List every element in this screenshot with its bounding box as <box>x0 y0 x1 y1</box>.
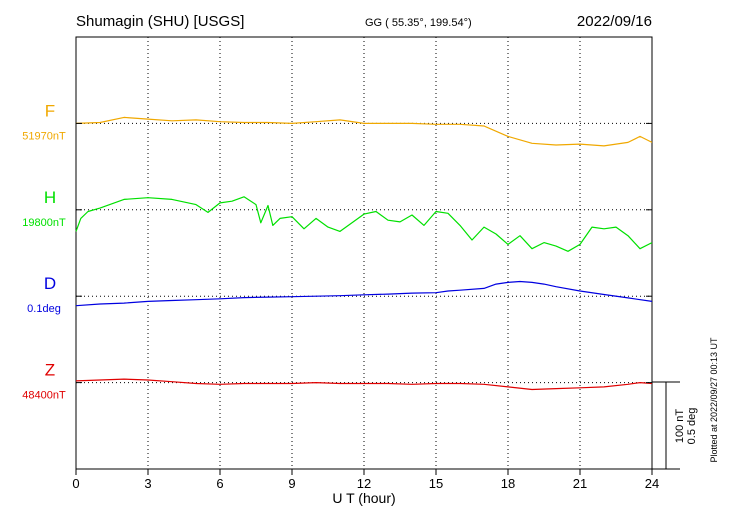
x-tick-label: 3 <box>144 476 151 491</box>
series-line-z <box>75 378 653 391</box>
series-name-z: Z <box>45 361 55 380</box>
chart-date: 2022/09/16 <box>577 13 652 30</box>
series-baseline-z: 48400nT <box>22 390 66 402</box>
series-layer: F 51970nT H 19800nT D 0.1deg Z 48400nT <box>22 101 653 402</box>
series-line-h <box>75 196 653 252</box>
series-name-d: D <box>44 274 56 293</box>
series-baseline-d: 0.1deg <box>27 303 61 315</box>
plot-timestamp: Plotted at 2022/09/27 00:13 UT <box>709 337 719 463</box>
x-tick-label: 9 <box>288 476 295 491</box>
series-baseline-h: 19800nT <box>22 217 66 229</box>
x-tick-label: 21 <box>573 476 587 491</box>
x-tick-label: 12 <box>357 476 371 491</box>
x-tick-label: 6 <box>216 476 223 491</box>
scale-bar <box>652 381 680 470</box>
scale-bar-label-nt: 100 nT <box>674 409 686 444</box>
scale-bar-label-deg: 0.5 deg <box>686 408 698 445</box>
series-line-f <box>75 116 653 147</box>
x-axis-ticks: 0 3 6 9 12 15 18 21 24 <box>72 122 659 491</box>
x-tick-label: 0 <box>72 476 79 491</box>
grid <box>76 37 652 469</box>
chart-title: Shumagin (SHU) [USGS] <box>76 13 244 30</box>
x-tick-label: 15 <box>429 476 443 491</box>
series-name-h: H <box>44 188 56 207</box>
series-baseline-f: 51970nT <box>22 130 66 142</box>
x-tick-label: 24 <box>645 476 659 491</box>
x-tick-label: 18 <box>501 476 515 491</box>
series-name-f: F <box>45 101 55 120</box>
station-coordinates: GG ( 55.35°, 199.54°) <box>365 17 472 29</box>
x-axis-label: U T (hour) <box>332 490 395 506</box>
series-line-d <box>75 280 653 307</box>
